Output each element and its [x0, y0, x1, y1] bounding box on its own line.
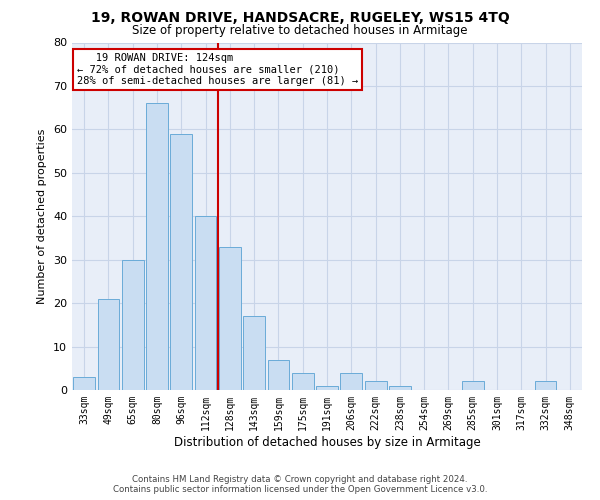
Y-axis label: Number of detached properties: Number of detached properties — [37, 128, 47, 304]
Bar — [535, 382, 556, 390]
Text: Contains HM Land Registry data © Crown copyright and database right 2024.
Contai: Contains HM Land Registry data © Crown c… — [113, 474, 487, 494]
Bar — [243, 316, 265, 390]
Bar — [462, 382, 484, 390]
Bar — [73, 377, 95, 390]
Bar — [389, 386, 411, 390]
Bar — [146, 104, 168, 390]
Bar — [170, 134, 192, 390]
Bar — [316, 386, 338, 390]
Bar — [268, 360, 289, 390]
Bar — [122, 260, 143, 390]
X-axis label: Distribution of detached houses by size in Armitage: Distribution of detached houses by size … — [173, 436, 481, 448]
Bar — [292, 372, 314, 390]
Bar — [340, 372, 362, 390]
Bar — [194, 216, 217, 390]
Bar — [219, 246, 241, 390]
Text: Size of property relative to detached houses in Armitage: Size of property relative to detached ho… — [132, 24, 468, 37]
Bar — [365, 382, 386, 390]
Bar — [97, 299, 119, 390]
Text: 19 ROWAN DRIVE: 124sqm
← 72% of detached houses are smaller (210)
28% of semi-de: 19 ROWAN DRIVE: 124sqm ← 72% of detached… — [77, 53, 358, 86]
Text: 19, ROWAN DRIVE, HANDSACRE, RUGELEY, WS15 4TQ: 19, ROWAN DRIVE, HANDSACRE, RUGELEY, WS1… — [91, 11, 509, 25]
